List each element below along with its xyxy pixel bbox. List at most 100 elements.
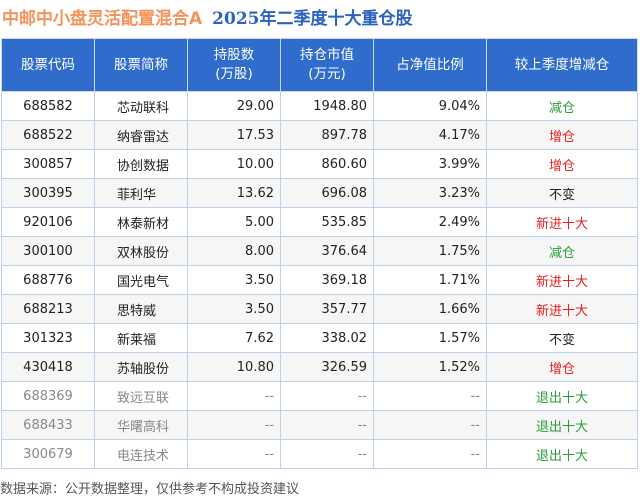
stock-code: 301323 bbox=[1, 323, 95, 353]
shares: 17.53 bbox=[187, 120, 281, 150]
header-ratio: 占净值比例 bbox=[373, 38, 487, 92]
nav-ratio: 1.71% bbox=[373, 265, 487, 295]
table-row: 688776 国光电气 3.50 369.18 1.71% 新进十大 bbox=[1, 265, 638, 295]
stock-name: 国光电气 bbox=[94, 265, 188, 295]
stock-code: 300679 bbox=[1, 439, 95, 469]
nav-ratio: 9.04% bbox=[373, 91, 487, 121]
market-value: 338.02 bbox=[280, 323, 374, 353]
shares: 5.00 bbox=[187, 207, 281, 237]
table-row: 920106 林泰新材 5.00 535.85 2.49% 新进十大 bbox=[1, 207, 638, 237]
stock-code: 688522 bbox=[1, 120, 95, 150]
market-value: -- bbox=[280, 381, 374, 411]
page-title: 中邮中小盘灵活配置混合A 2025年二季度十大重仓股 bbox=[2, 4, 412, 29]
table-row: 430418 苏轴股份 10.80 326.59 1.52% 增仓 bbox=[1, 352, 638, 382]
shares: 3.50 bbox=[187, 294, 281, 324]
table-row: 688369 致远互联 -- -- -- 退出十大 bbox=[1, 381, 638, 411]
stock-name: 协创数据 bbox=[94, 149, 188, 179]
table-header: 股票代码 股票简称 持股数 (万股) 持仓市值 (万元) 占净值比例 较上季度增… bbox=[1, 38, 638, 92]
shares: 29.00 bbox=[187, 91, 281, 121]
market-value: 357.77 bbox=[280, 294, 374, 324]
header-value: 持仓市值 (万元) bbox=[280, 38, 374, 92]
stock-name: 双林股份 bbox=[94, 236, 188, 266]
change-status: 退出十大 bbox=[486, 381, 638, 411]
header-change: 较上季度增减仓 bbox=[486, 38, 638, 92]
change-status: 增仓 bbox=[486, 120, 638, 150]
change-status: 退出十大 bbox=[486, 439, 638, 469]
market-value: 376.64 bbox=[280, 236, 374, 266]
nav-ratio: 1.57% bbox=[373, 323, 487, 353]
nav-ratio: 1.52% bbox=[373, 352, 487, 382]
nav-ratio: 1.66% bbox=[373, 294, 487, 324]
table-row: 300395 菲利华 13.62 696.08 3.23% 不变 bbox=[1, 178, 638, 208]
market-value: 897.78 bbox=[280, 120, 374, 150]
change-status: 减仓 bbox=[486, 91, 638, 121]
source-note: 数据来源：公开数据整理，仅供参考不构成投资建议 bbox=[0, 482, 300, 497]
table-row: 300857 协创数据 10.00 860.60 3.99% 增仓 bbox=[1, 149, 638, 179]
market-value: 326.59 bbox=[280, 352, 374, 382]
market-value: 1948.80 bbox=[280, 91, 374, 121]
nav-ratio: 3.99% bbox=[373, 149, 487, 179]
table-row: 300679 电连技术 -- -- -- 退出十大 bbox=[1, 439, 638, 469]
shares: -- bbox=[187, 410, 281, 440]
nav-ratio: -- bbox=[373, 439, 487, 469]
market-value: -- bbox=[280, 410, 374, 440]
stock-name: 思特威 bbox=[94, 294, 188, 324]
change-status: 增仓 bbox=[486, 352, 638, 382]
stock-code: 300395 bbox=[1, 178, 95, 208]
stock-name: 致远互联 bbox=[94, 381, 188, 411]
change-status: 退出十大 bbox=[486, 410, 638, 440]
shares: 3.50 bbox=[187, 265, 281, 295]
change-status: 不变 bbox=[486, 178, 638, 208]
stock-name: 华曙高科 bbox=[94, 410, 188, 440]
table-row: 688522 纳睿雷达 17.53 897.78 4.17% 增仓 bbox=[1, 120, 638, 150]
fund-name: 中邮中小盘灵活配置混合A bbox=[2, 9, 203, 29]
change-status: 减仓 bbox=[486, 236, 638, 266]
change-status: 新进十大 bbox=[486, 294, 638, 324]
stock-code: 688776 bbox=[1, 265, 95, 295]
shares: 13.62 bbox=[187, 178, 281, 208]
nav-ratio: 2.49% bbox=[373, 207, 487, 237]
stock-name: 林泰新材 bbox=[94, 207, 188, 237]
table-row: 688433 华曙高科 -- -- -- 退出十大 bbox=[1, 410, 638, 440]
stock-code: 300857 bbox=[1, 149, 95, 179]
change-status: 新进十大 bbox=[486, 265, 638, 295]
stock-name: 纳睿雷达 bbox=[94, 120, 188, 150]
stock-name: 芯动联科 bbox=[94, 91, 188, 121]
report-subtitle: 2025年二季度十大重仓股 bbox=[212, 9, 413, 29]
shares: 10.00 bbox=[187, 149, 281, 179]
shares: 10.80 bbox=[187, 352, 281, 382]
market-value: 535.85 bbox=[280, 207, 374, 237]
stock-code: 688433 bbox=[1, 410, 95, 440]
table-row: 688582 芯动联科 29.00 1948.80 9.04% 减仓 bbox=[1, 91, 638, 121]
change-status: 增仓 bbox=[486, 149, 638, 179]
change-status: 新进十大 bbox=[486, 207, 638, 237]
stock-name: 电连技术 bbox=[94, 439, 188, 469]
market-value: 369.18 bbox=[280, 265, 374, 295]
header-name: 股票简称 bbox=[94, 38, 188, 92]
holdings-table: 股票代码 股票简称 持股数 (万股) 持仓市值 (万元) 占净值比例 较上季度增… bbox=[1, 38, 638, 469]
stock-name: 菲利华 bbox=[94, 178, 188, 208]
shares: 7.62 bbox=[187, 323, 281, 353]
stock-code: 300100 bbox=[1, 236, 95, 266]
nav-ratio: 3.23% bbox=[373, 178, 487, 208]
nav-ratio: 1.75% bbox=[373, 236, 487, 266]
nav-ratio: -- bbox=[373, 381, 487, 411]
stock-code: 430418 bbox=[1, 352, 95, 382]
stock-code: 688582 bbox=[1, 91, 95, 121]
market-value: 860.60 bbox=[280, 149, 374, 179]
market-value: -- bbox=[280, 439, 374, 469]
shares: -- bbox=[187, 439, 281, 469]
stock-code: 688369 bbox=[1, 381, 95, 411]
stock-code: 920106 bbox=[1, 207, 95, 237]
header-code: 股票代码 bbox=[1, 38, 95, 92]
stock-code: 688213 bbox=[1, 294, 95, 324]
nav-ratio: 4.17% bbox=[373, 120, 487, 150]
stock-name: 新莱福 bbox=[94, 323, 188, 353]
table-row: 300100 双林股份 8.00 376.64 1.75% 减仓 bbox=[1, 236, 638, 266]
shares: 8.00 bbox=[187, 236, 281, 266]
table-row: 301323 新莱福 7.62 338.02 1.57% 不变 bbox=[1, 323, 638, 353]
shares: -- bbox=[187, 381, 281, 411]
table-row: 688213 思特威 3.50 357.77 1.66% 新进十大 bbox=[1, 294, 638, 324]
market-value: 696.08 bbox=[280, 178, 374, 208]
header-shares: 持股数 (万股) bbox=[187, 38, 281, 92]
